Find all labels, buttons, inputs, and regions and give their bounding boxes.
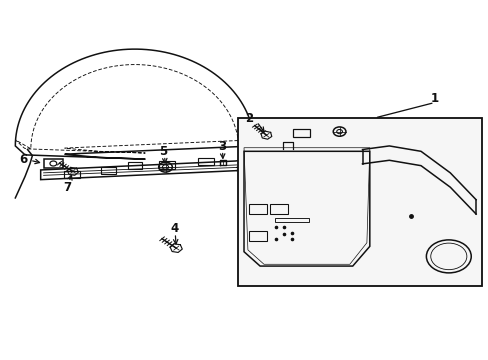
Text: 2: 2: [244, 112, 252, 125]
Text: 6: 6: [19, 153, 27, 166]
Bar: [101, 167, 116, 174]
Bar: [128, 162, 142, 168]
Text: 7: 7: [63, 181, 71, 194]
Bar: [248, 204, 267, 214]
Bar: [248, 231, 267, 241]
Bar: [292, 129, 310, 137]
Bar: [274, 218, 308, 222]
Text: 3: 3: [218, 140, 225, 153]
Bar: [43, 159, 63, 168]
Text: 1: 1: [430, 92, 438, 105]
Bar: [64, 171, 80, 178]
Text: 4: 4: [170, 222, 178, 235]
Bar: [159, 162, 174, 169]
Bar: [238, 118, 481, 286]
Bar: [198, 158, 213, 165]
Bar: [269, 204, 288, 214]
Text: 5: 5: [159, 145, 167, 158]
